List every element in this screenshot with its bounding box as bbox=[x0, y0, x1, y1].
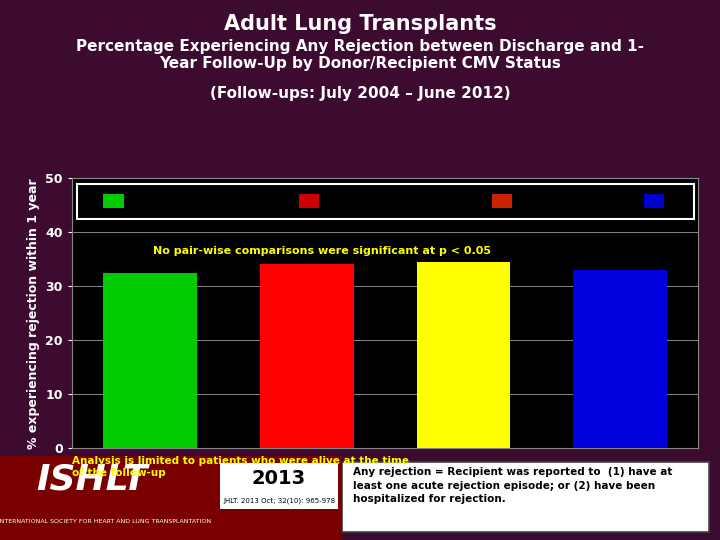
Text: Percentage Experiencing Any Rejection between Discharge and 1-
Year Follow-Up by: Percentage Experiencing Any Rejection be… bbox=[76, 39, 644, 71]
Bar bbox=[260, 264, 354, 448]
Y-axis label: % experiencing rejection within 1 year: % experiencing rejection within 1 year bbox=[27, 178, 40, 449]
Text: ISHLT: ISHLT bbox=[37, 463, 148, 497]
Bar bbox=[77, 184, 693, 219]
Bar bbox=[492, 194, 512, 208]
Text: Analysis is limited to patients who were alive at the time
of the follow-up: Analysis is limited to patients who were… bbox=[72, 456, 409, 478]
Text: ISHLT • INTERNATIONAL SOCIETY FOR HEART AND LUNG TRANSPLANTATION: ISHLT • INTERNATIONAL SOCIETY FOR HEART … bbox=[0, 519, 212, 524]
Bar bbox=[299, 194, 320, 208]
Bar bbox=[104, 194, 124, 208]
Text: 2013: 2013 bbox=[252, 469, 306, 488]
Bar bbox=[104, 273, 197, 448]
Bar bbox=[416, 262, 510, 448]
Bar bbox=[573, 270, 667, 448]
Text: (Follow-ups: July 2004 – June 2012): (Follow-ups: July 2004 – June 2012) bbox=[210, 86, 510, 102]
Text: No pair-wise comparisons were significant at p < 0.05: No pair-wise comparisons were significan… bbox=[153, 246, 492, 256]
Text: Any rejection = Recipient was reported to  (1) have at
least one acute rejection: Any rejection = Recipient was reported t… bbox=[353, 467, 672, 504]
Text: Adult Lung Transplants: Adult Lung Transplants bbox=[224, 14, 496, 33]
Text: JHLT. 2013 Oct; 32(10): 965-978: JHLT. 2013 Oct; 32(10): 965-978 bbox=[223, 497, 335, 504]
Bar bbox=[644, 194, 664, 208]
